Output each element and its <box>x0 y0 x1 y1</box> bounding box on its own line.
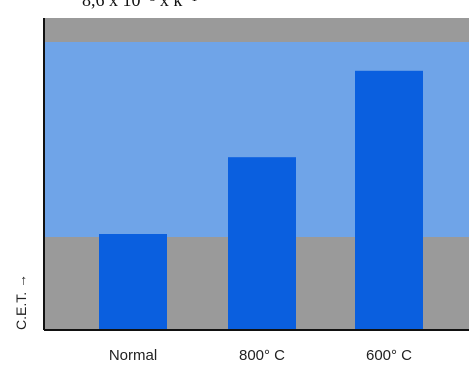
bars-group <box>99 70 423 331</box>
y-axis-label: C.E.T. → <box>13 274 29 330</box>
bar-2 <box>355 70 423 331</box>
top-band <box>44 18 469 42</box>
x-tick-label-1: 800° C <box>239 347 285 364</box>
bar-1 <box>228 157 296 330</box>
caption-text: 8,6 x 10⁻³ x k⁻¹ <box>82 0 222 9</box>
bar-0 <box>99 234 167 330</box>
x-tick-label-2: 600° C <box>366 347 412 364</box>
x-tick-labels: Normal 800° C 600° C <box>109 347 412 364</box>
x-tick-label-0: Normal <box>109 347 157 364</box>
